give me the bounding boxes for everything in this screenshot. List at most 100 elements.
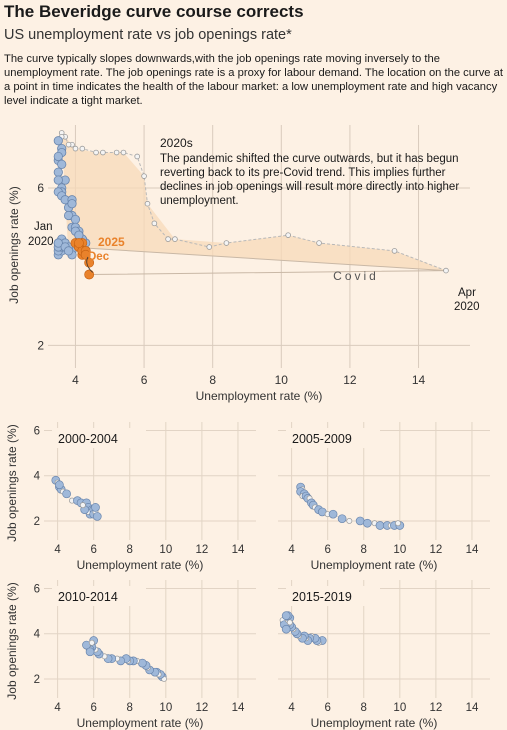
data-point-2020s [70,214,81,225]
panel-x-axis-label: Unemployment rate (%) [77,716,204,730]
panel-data-point [85,647,95,657]
panel-x-axis-label: Unemployment rate (%) [77,558,204,572]
dec-pointer [86,256,93,273]
data-point-2020s [53,175,63,185]
panel-x-tick-label: 14 [466,702,479,714]
panel-x-tick-label: 14 [466,544,479,556]
panel-data-point [62,489,71,499]
data-point-2020s [285,232,291,238]
panel-title: 2005-2009 [292,432,352,446]
data-point-2020s [53,151,63,162]
panel-data-point [92,512,102,521]
panel-x-tick-label: 4 [288,544,295,556]
data-point-2025 [84,269,95,280]
y-tick-label: 6 [37,181,44,195]
data-point-2020s [100,149,106,156]
annotation-jan-year-label: 2020 [28,236,54,248]
data-point-2020s [79,145,86,152]
panel-x-tick-label: 12 [429,544,442,556]
annotation-period-label: 2020s [160,136,193,150]
panel-x-tick-label: 8 [127,702,133,714]
panel-x-tick-label: 4 [288,702,295,714]
panel-x-tick-label: 6 [324,544,330,556]
data-point-2020s [172,236,178,242]
data-point-2020s [151,220,158,227]
annotation-note-line: reverting back to its pre-Covid trend. T… [160,167,446,179]
panel-x-tick-label: 6 [90,544,96,556]
chart-description: The curve typically slopes downwards,wit… [4,53,503,107]
panel-x-tick-label: 8 [361,702,367,714]
data-point-2020s [113,149,120,156]
panel-x-tick-label: 6 [324,702,330,714]
chart-title: The Beveridge curve course corrects [4,2,304,21]
panel-title: 2000-2004 [58,432,118,446]
panel-x-tick-label: 10 [393,702,406,714]
data-point-2020s [74,230,84,240]
panel-title-bg [52,586,146,606]
covid-band [61,132,446,271]
panel-title-bg [286,586,380,606]
panel-data-point [286,619,293,626]
data-point-2020s [53,136,63,146]
annotation-apr-year-label: 2020 [454,301,480,313]
panel-data-point [91,503,100,512]
data-point-2020s [93,149,99,156]
data-point-2020s [165,236,171,242]
data-point-2020s [53,167,63,177]
data-point-2020s [53,238,63,248]
panel-y-tick-label: 2 [34,516,40,528]
data-point-2020s [120,149,127,156]
panel-x-tick-label: 4 [54,702,61,714]
y-axis-label: Job openings rate (%) [7,186,21,303]
panel-title-bg [52,428,146,448]
panel-x-tick-label: 4 [54,544,61,556]
panel-data-point [395,520,401,527]
data-point-2020s [67,199,77,209]
x-tick-label: 14 [412,373,426,387]
panel-x-tick-label: 14 [232,702,245,714]
panel-x-tick-label: 10 [159,544,172,556]
annotation-apr-label: Apr [458,287,476,299]
data-point-2025 [73,238,84,248]
annotation-covid-label: Covid [333,269,379,283]
annotation-note-line: declines in job openings will result mor… [160,181,459,193]
annotation-jan-label: Jan [34,221,53,233]
data-point-2020s [206,244,213,250]
panel-data-point [281,624,291,634]
data-point-2020s [141,173,147,179]
annotation-note-line: The pandemic shifted the curve outwards,… [160,153,459,165]
panel-data-point [375,521,385,530]
panel-y-axis-label: Job openings rate (%) [5,424,19,541]
panel-data-point [55,480,64,490]
y-tick-label: 2 [37,338,44,352]
data-point-2020s [223,240,230,246]
panel-title-bg [286,428,380,448]
panel-x-tick-label: 12 [195,544,208,556]
data-point-2020s [72,145,79,152]
x-tick-label: 10 [275,373,289,387]
panel-x-tick-label: 10 [159,702,172,714]
panel-title: 2010-2014 [58,590,118,604]
data-point-2020s [65,141,72,148]
panel-x-tick-label: 12 [429,702,442,714]
panel-data-point [337,514,347,524]
panel-x-tick-label: 12 [195,702,208,714]
panel-y-tick-label: 4 [34,471,41,483]
panel-x-tick-label: 10 [393,544,406,556]
panel-data-point [281,611,291,621]
chart-subtitle: US unemployment rate vs job openings rat… [4,27,292,43]
x-tick-label: 12 [343,373,357,387]
panel-x-tick-label: 8 [361,544,367,556]
panel-y-tick-label: 6 [34,426,40,438]
data-point-2020s [63,246,74,256]
panel-data-point [346,518,353,524]
x-tick-label: 8 [209,373,216,387]
annotation-note-line: unemployment. [160,195,239,207]
panel-data-point [328,509,338,519]
panel-y-tick-label: 4 [34,629,41,641]
x-axis-label: Unemployment rate (%) [196,389,323,403]
panel-x-axis-label: Unemployment rate (%) [311,558,438,572]
panel-x-axis-label: Unemployment rate (%) [311,716,438,730]
x-tick-label: 6 [141,373,148,387]
data-point-2020s [63,210,74,221]
